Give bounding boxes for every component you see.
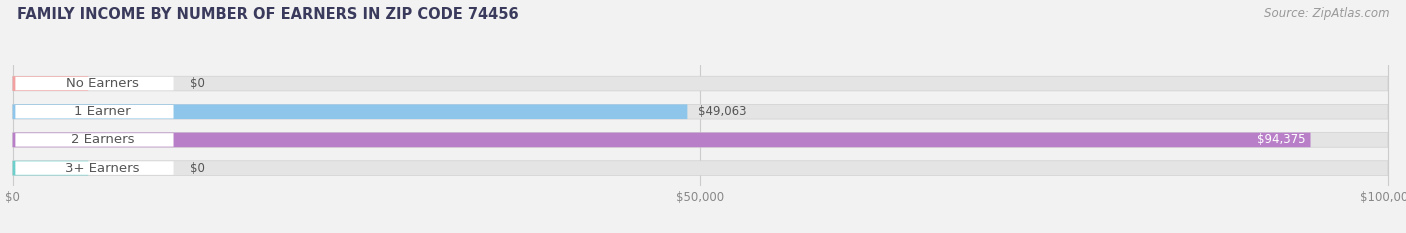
Text: 3+ Earners: 3+ Earners <box>65 161 139 175</box>
FancyBboxPatch shape <box>13 161 1388 175</box>
FancyBboxPatch shape <box>15 77 173 90</box>
FancyBboxPatch shape <box>15 105 173 118</box>
FancyBboxPatch shape <box>13 76 89 91</box>
Text: Source: ZipAtlas.com: Source: ZipAtlas.com <box>1264 7 1389 20</box>
FancyBboxPatch shape <box>13 161 89 175</box>
Text: 1 Earner: 1 Earner <box>75 105 131 118</box>
FancyBboxPatch shape <box>13 133 1310 147</box>
FancyBboxPatch shape <box>13 133 1388 147</box>
Text: $94,375: $94,375 <box>1257 134 1305 146</box>
Text: $49,063: $49,063 <box>699 105 747 118</box>
FancyBboxPatch shape <box>15 161 173 175</box>
FancyBboxPatch shape <box>13 104 688 119</box>
FancyBboxPatch shape <box>13 76 1388 91</box>
Text: 2 Earners: 2 Earners <box>70 134 134 146</box>
Text: $0: $0 <box>190 161 205 175</box>
FancyBboxPatch shape <box>15 133 173 147</box>
Text: FAMILY INCOME BY NUMBER OF EARNERS IN ZIP CODE 74456: FAMILY INCOME BY NUMBER OF EARNERS IN ZI… <box>17 7 519 22</box>
Text: No Earners: No Earners <box>66 77 139 90</box>
Text: $0: $0 <box>190 77 205 90</box>
FancyBboxPatch shape <box>13 104 1388 119</box>
